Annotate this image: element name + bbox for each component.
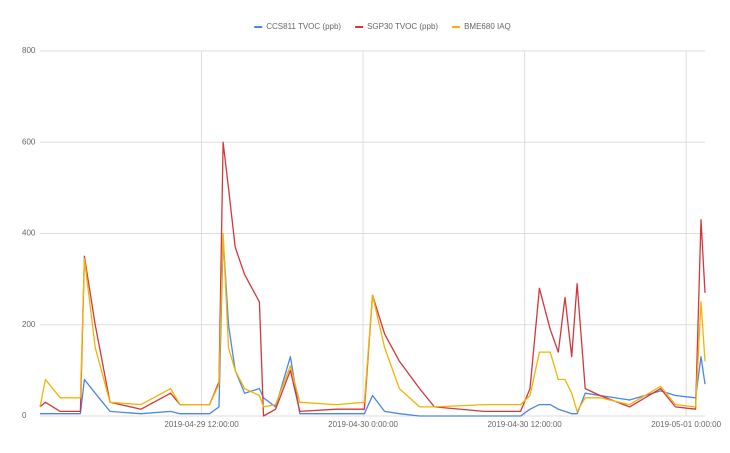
y-tick-label: 800 [22, 46, 36, 55]
x-tick-label: 2019-04-30 0:00:00 [328, 420, 398, 429]
series-line [39, 141, 706, 417]
y-tick-label: 400 [22, 229, 36, 238]
y-tick-label: 0 [22, 411, 27, 420]
series-line [40, 237, 706, 417]
legend-label: CCS811 TVOC (ppb) [266, 22, 341, 31]
y-tick-label: 600 [22, 137, 36, 146]
series-line [39, 232, 706, 413]
legend-label: BME680 IAQ [464, 22, 511, 31]
y-tick-label: 200 [22, 320, 36, 329]
x-tick-label: 2019-04-30 12:00:00 [487, 420, 562, 429]
legend-label: SGP30 TVOC (ppb) [367, 22, 438, 31]
x-tick-label: 2019-05-01 0:00:00 [651, 420, 721, 429]
x-tick-label: 2019-04-29 12:00:00 [164, 420, 239, 429]
